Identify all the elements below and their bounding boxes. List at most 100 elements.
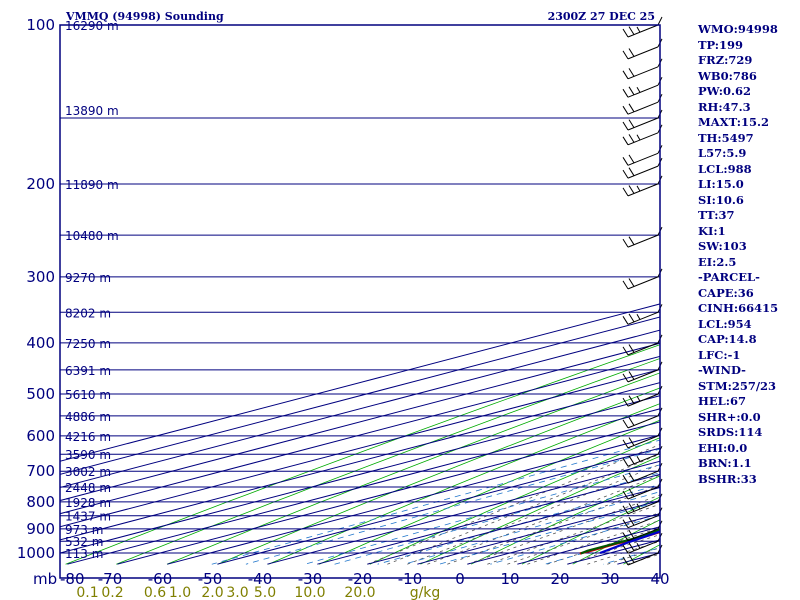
isotherm [60,382,660,541]
isotherm [60,316,660,475]
dry-adiabat [268,403,660,565]
wind-barb [622,445,663,467]
index-item: -PARCEL- [698,270,760,284]
pressure-unit: mb [33,570,57,588]
index-item: STM:257/23 [698,378,777,393]
wind-barb [622,93,663,115]
index-item: CAPE:36 [698,285,754,300]
temperature-label: 40 [650,570,669,588]
isotherm [60,395,660,554]
pressure-label: 1000 [17,544,55,562]
wind-barb [622,145,663,166]
index-item: TT:37 [698,208,735,222]
wind-barb [622,407,663,429]
pressure-label: 500 [26,385,55,403]
index-item: L57:5.9 [698,146,747,160]
temperature-label: -60 [148,570,173,588]
temperature-label: 0 [455,570,465,588]
index-item: TH:5497 [698,130,754,145]
dry-adiabat [217,387,660,565]
moist-adiabat [387,453,660,565]
pressure-label: 300 [26,268,55,286]
wind-barbs [622,16,663,566]
height-label: 4886 m [65,410,111,424]
mixing-ratio-line [334,472,660,565]
height-label: 6391 m [65,364,111,378]
index-item: SHR+:0.0 [698,409,761,424]
chart-time: 2300Z 27 DEC 25 [548,10,655,23]
pressure-label: 800 [26,493,55,511]
index-item: EHI:0.0 [698,440,748,455]
wind-barb [622,109,663,131]
height-label: 10480 m [65,229,119,243]
height-label: 13890 m [65,104,119,118]
temperature-label: -40 [248,570,273,588]
temperature-label: -50 [198,570,223,588]
index-item: HEL:67 [698,394,746,408]
dry-adiabat [420,455,660,565]
isotherm [217,447,660,565]
index-item: TP:199 [698,37,744,52]
index-item: CAP:14.8 [698,332,757,346]
isotherm [60,329,660,488]
temperature-label: 20 [550,570,569,588]
height-label: 3590 m [65,448,111,462]
isotherm [267,460,660,565]
height-label: 532 m [65,535,103,549]
temperature-label: -70 [98,570,123,588]
mixing-ratio-label: 20.0 [344,585,375,600]
height-label: 8202 m [65,306,111,320]
mixing-ratio-label: 0.1 [76,585,98,600]
height-label: 1928 m [65,496,111,510]
isotherm [60,303,660,462]
mixing-ratio-label: 2.0 [201,585,223,600]
moist-adiabat [427,474,660,565]
temperature-label: -10 [398,570,423,588]
mixing-ratio-label: 0.6 [144,585,166,600]
height-label: 9270 m [65,271,111,285]
mixing-ratio-label: 5.0 [254,585,276,600]
height-label: 1437 m [65,510,111,524]
wind-barb [622,38,663,60]
dry-adiabat [369,437,660,565]
temperature-label: -80 [60,570,85,588]
moist-adiabat [487,503,660,565]
isotherm [60,355,660,515]
index-item: KI:1 [698,223,726,238]
pressure-label: 700 [26,462,55,480]
wind-barb [622,175,663,197]
pressure-label: 900 [26,520,55,538]
isotherm [60,342,660,502]
parcel-line [599,530,660,555]
mixing-ratio-label: 3.0 [226,585,248,600]
wind-barb [622,385,663,407]
pressure-label: 100 [26,16,55,34]
height-label: 2448 m [65,481,111,495]
index-item: -WIND- [698,363,746,377]
wind-barb [622,361,663,383]
mixing-ratio-line [245,448,660,565]
index-item: EI:2.5 [698,254,737,269]
plot-frame [59,24,661,579]
wind-barb [622,76,663,98]
index-item: LCL:988 [698,161,752,176]
wind-barb [622,268,663,290]
moist-adiabat [367,444,660,565]
index-item: LFC:-1 [698,347,741,362]
temperature-label: -20 [348,570,373,588]
mixing-ratio-label: 1.0 [169,585,191,600]
height-label: 973 m [65,523,103,537]
wind-barb [622,124,663,146]
index-item: SRDS:114 [698,425,763,439]
index-item: CINH:66415 [698,301,779,315]
mixing-ratio-label: 10.0 [294,585,325,600]
height-label: 113 m [65,547,103,561]
wind-barb [622,157,663,179]
mixing-ratio-line [304,464,660,565]
height-label: 16290 m [65,19,119,33]
wind-barb [622,16,663,38]
index-item: LCL:954 [698,316,752,331]
wind-barb [622,58,663,80]
pressure-label: 200 [26,175,55,193]
